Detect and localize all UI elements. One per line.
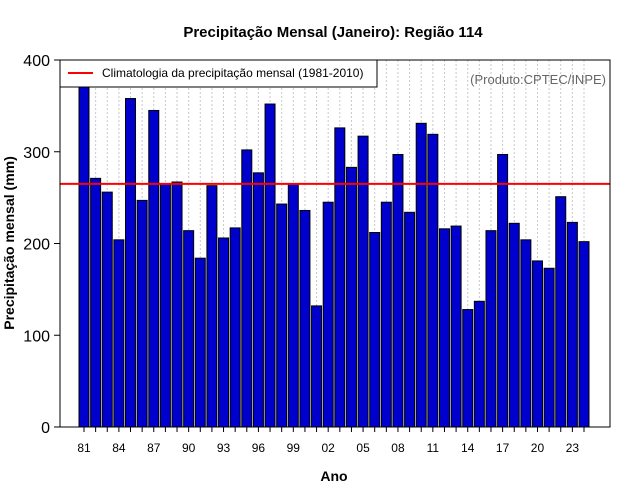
bar-2022 [555, 196, 567, 428]
bar-2006 [369, 231, 381, 428]
bar-2014 [462, 309, 474, 428]
y-tick-label: 100 [23, 328, 50, 345]
legend: Climatologia da precipitação mensal (198… [59, 59, 378, 88]
x-tick-label: 20 [531, 441, 545, 455]
bar-1984 [113, 239, 125, 428]
bar-1986 [136, 199, 148, 428]
credit-text: (Produto:CPTEC/INPE) [470, 72, 606, 87]
y-tick-label: 0 [41, 420, 50, 437]
x-tick-label: 84 [112, 441, 126, 455]
x-tick-label: 90 [182, 441, 196, 455]
bar-2001 [311, 305, 323, 428]
legend-box [59, 59, 378, 88]
bar-2003 [334, 127, 346, 428]
bar-2024 [578, 241, 590, 428]
bar-2019 [520, 239, 532, 428]
bar-2013 [450, 225, 462, 428]
bar-1997 [264, 103, 276, 428]
x-tick-label: 87 [147, 441, 161, 455]
bar-1993 [218, 237, 230, 428]
x-tick-label: 96 [252, 441, 266, 455]
bar-2005 [357, 135, 369, 428]
x-tick-label: 02 [322, 441, 336, 455]
bar-1981 [78, 85, 90, 428]
chart-title: Precipitação Mensal (Janeiro): Região 11… [183, 24, 483, 41]
bar-2021 [543, 267, 555, 428]
bar-2015 [473, 300, 485, 428]
legend-label: Climatologia da precipitação mensal (198… [102, 66, 363, 80]
bar-2017 [497, 154, 509, 428]
x-axis-title: Ano [320, 468, 347, 484]
bar-2011 [427, 133, 439, 428]
bar-1992 [206, 185, 218, 428]
x-tick-label: 17 [496, 441, 510, 455]
bar-1985 [125, 98, 137, 428]
x-tick-label: 11 [427, 441, 440, 455]
bar-2012 [438, 228, 450, 428]
bar-1991 [194, 257, 206, 428]
y-axis-title: Precipitação mensal (mm) [1, 156, 17, 330]
bar-1998 [276, 203, 288, 428]
bar-2007 [380, 201, 392, 428]
y-axis: 0 100 200 300 400 [23, 53, 60, 437]
bar-2016 [485, 230, 497, 428]
bar-2002 [322, 201, 334, 428]
bar-1995 [241, 149, 253, 428]
bar-2010 [415, 122, 427, 428]
x-tick-label: 14 [461, 441, 475, 455]
bar-2020 [531, 260, 543, 428]
bar-1987 [148, 109, 160, 428]
y-tick-label: 200 [23, 237, 50, 254]
bars-group [78, 85, 590, 428]
bar-2008 [392, 154, 404, 428]
bar-2009 [404, 211, 416, 428]
bar-1988 [159, 183, 171, 428]
bar-2000 [299, 209, 311, 428]
x-axis: 81 84 87 90 93 96 99 02 05 08 11 14 17 20 23 [77, 427, 585, 455]
bar-1990 [183, 230, 195, 428]
bar-2018 [508, 222, 520, 428]
x-tick-label: 99 [287, 441, 301, 455]
x-tick-label: 81 [77, 441, 91, 455]
bar-1999 [287, 183, 299, 428]
x-tick-label: 93 [217, 441, 231, 455]
bar-1996 [252, 172, 264, 428]
y-tick-label: 300 [23, 145, 50, 162]
y-tick-label: 400 [23, 53, 50, 70]
bar-1994 [229, 227, 241, 428]
x-tick-label: 23 [566, 441, 580, 455]
x-tick-label: 05 [356, 441, 370, 455]
bar-1983 [101, 191, 113, 428]
bar-2004 [345, 166, 357, 428]
bar-2023 [566, 221, 578, 428]
bar-1982 [90, 177, 102, 428]
x-tick-label: 08 [391, 441, 405, 455]
bar-1989 [171, 181, 183, 428]
